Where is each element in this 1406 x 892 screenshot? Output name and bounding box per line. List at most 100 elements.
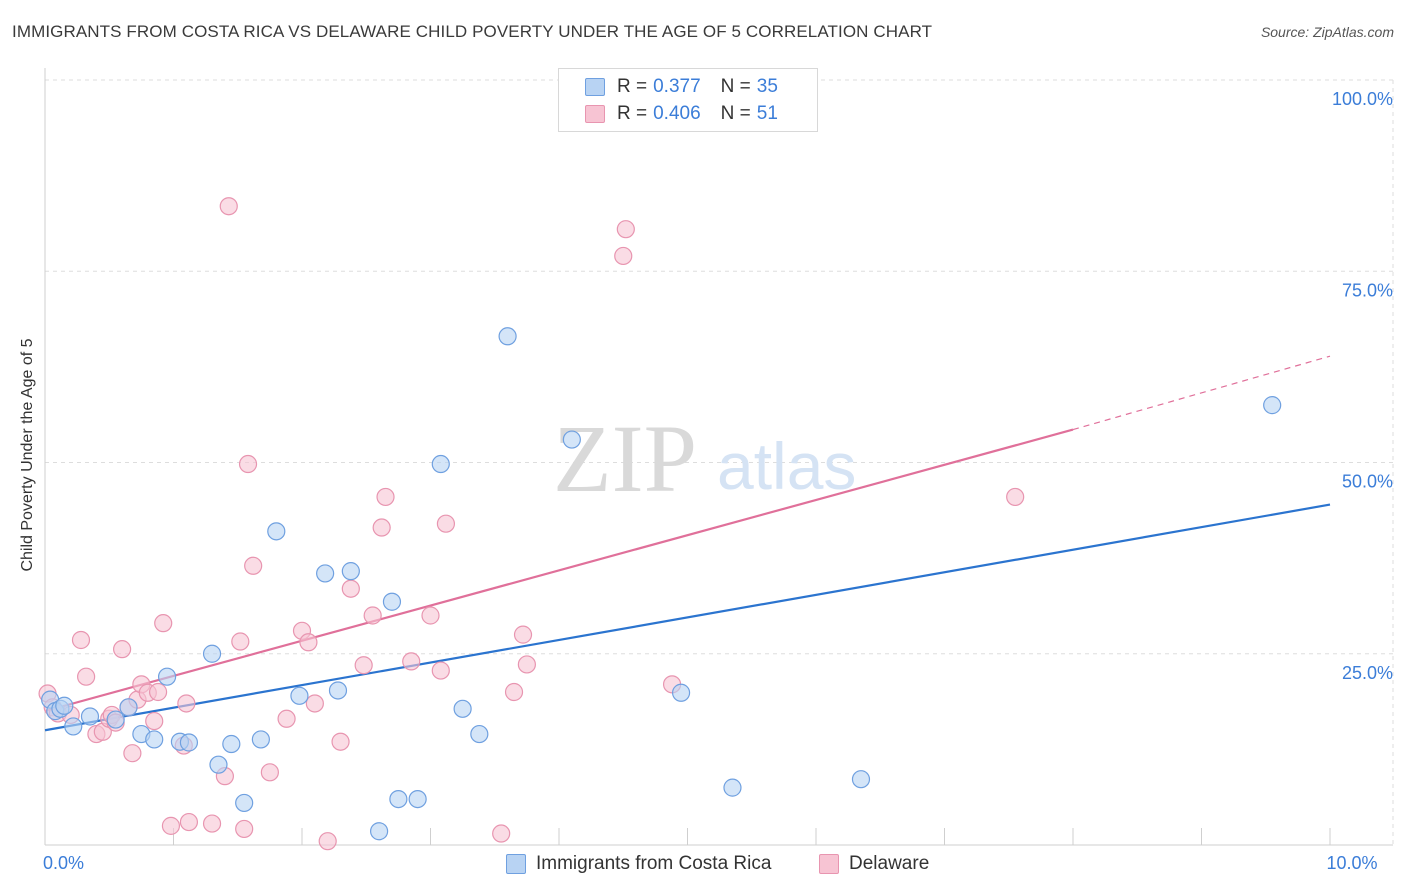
legend-n-label: N = (720, 103, 751, 124)
scatter-point-immigrants (723, 778, 742, 797)
scatter-point-immigrants (235, 793, 254, 813)
scatter-point-delaware (202, 814, 222, 833)
scatter-point-immigrants (431, 454, 450, 474)
scatter-point-immigrants (470, 724, 489, 744)
scatter-point-immigrants (370, 822, 389, 841)
legend-swatch-blue (585, 78, 605, 96)
scatter-point-immigrants (55, 696, 74, 715)
scatter-point-delaware (231, 632, 250, 651)
scatter-point-immigrants (267, 522, 286, 541)
bottom-legend-label-delaware: Delaware (849, 853, 930, 874)
scatter-point-immigrants (80, 707, 100, 726)
scatter-point-delaware (402, 652, 421, 671)
scatter-point-immigrants (64, 717, 83, 736)
y-tick-label: 75.0% (1342, 280, 1393, 300)
bottom-legend-immigrants: Immigrants from Costa Rica (506, 852, 771, 876)
scatter-point-immigrants (251, 730, 270, 749)
scatter-point-delaware (77, 667, 96, 686)
scatter-point-immigrants (119, 698, 138, 717)
scatter-point-delaware (123, 744, 142, 763)
scatter-point-delaware (145, 711, 164, 731)
scatter-point-delaware (331, 732, 350, 751)
scatter-point-immigrants (145, 730, 164, 749)
scatter-point-immigrants (328, 681, 348, 700)
scatter-point-immigrants (408, 789, 427, 809)
scatter-point-immigrants (382, 592, 402, 611)
scatter-point-immigrants (671, 683, 691, 702)
scatter-point-immigrants (498, 327, 517, 346)
watermark-atlas: atlas (717, 429, 856, 503)
bottom-legend-delaware: Delaware (819, 852, 929, 876)
scatter-point-delaware (436, 514, 456, 533)
points-layer (38, 197, 1282, 851)
scatter-point-delaware (148, 682, 168, 702)
scatter-point-immigrants (209, 755, 228, 774)
chart-title: IMMIGRANTS FROM COSTA RICA VS DELAWARE C… (12, 22, 933, 41)
scatter-point-delaware (299, 633, 318, 652)
scatter-point-immigrants (290, 686, 309, 705)
scatter-point-delaware (154, 614, 173, 633)
scatter-point-delaware (71, 630, 91, 650)
scatter-point-immigrants (341, 562, 360, 581)
x-tick-label: 0.0% (43, 853, 84, 873)
scatter-point-delaware (235, 819, 254, 839)
scatter-point-delaware (161, 816, 181, 835)
trendline-delaware (44, 428, 1074, 713)
scatter-point-delaware (492, 824, 511, 843)
scatter-point-immigrants (562, 430, 581, 449)
scatter-point-delaware (431, 661, 450, 680)
scatter-point-delaware (277, 709, 296, 728)
legend-r-value: 0.406 (653, 103, 701, 124)
axis-layer (44, 68, 1393, 846)
scatter-point-delaware (363, 606, 382, 625)
scatter-point-delaware (305, 694, 324, 713)
watermark: ZIP atlas (553, 405, 856, 512)
scatter-point-delaware (238, 454, 258, 474)
scatter-point-immigrants (157, 667, 177, 686)
legend-r-value: 0.377 (653, 76, 701, 97)
scatter-point-delaware (219, 197, 238, 216)
trend-layer (44, 355, 1331, 732)
grid-layer (45, 79, 1394, 845)
legend-row-immigrants: R = 0.377 N = 35 (585, 74, 778, 100)
legend-n-value: 35 (756, 76, 778, 97)
scatter-point-delaware (318, 832, 337, 851)
scatter-point-immigrants (389, 789, 408, 809)
scatter-point-immigrants (851, 770, 871, 789)
legend-swatch-pink (585, 105, 605, 123)
trendline-immigrants (44, 503, 1331, 732)
scatter-point-delaware (517, 655, 536, 674)
trendline-delaware-extension (1072, 355, 1331, 431)
legend: R = 0.377 N = 35 R = 0.406 N = 51 (558, 68, 818, 132)
scatter-point-immigrants (202, 644, 222, 663)
scatter-point-delaware (376, 487, 395, 507)
scatter-point-delaware (614, 246, 633, 266)
legend-r-label: R = (617, 76, 648, 97)
scatter-point-delaware (341, 579, 360, 598)
scatter-point-delaware (179, 812, 199, 832)
scatter-point-immigrants (1263, 396, 1282, 415)
chart-source: Source: ZipAtlas.com (1260, 24, 1394, 40)
legend-row-delaware: R = 0.406 N = 51 (585, 101, 778, 127)
scatter-point-immigrants (222, 734, 241, 754)
y-tick-label: 25.0% (1342, 663, 1393, 683)
bottom-legend-label-immigrants: Immigrants from Costa Rica (536, 853, 772, 874)
x-tick-label: 10.0% (1326, 853, 1377, 873)
scatter-point-delaware (504, 682, 524, 702)
bottom-legend-swatch-pink (819, 854, 839, 874)
scatter-point-delaware (372, 518, 391, 537)
legend-n-label: N = (720, 76, 751, 97)
scatter-point-immigrants (316, 564, 335, 583)
y-tick-label: 100.0% (1332, 89, 1393, 109)
scatter-point-delaware (354, 656, 373, 675)
scatter-point-delaware (260, 763, 279, 782)
legend-n-value: 51 (756, 103, 778, 124)
y-tick-label: 50.0% (1342, 472, 1393, 492)
tick-label-layer: 25.0% 50.0% 75.0% 100.0% 0.0% 10.0% (43, 89, 1393, 873)
scatter-point-delaware (616, 220, 635, 239)
scatter-point-delaware (1006, 487, 1025, 507)
scatter-point-immigrants (179, 733, 199, 752)
scatter-point-delaware (112, 640, 132, 659)
scatter-point-immigrants (106, 710, 125, 729)
scatter-point-delaware (177, 694, 196, 713)
